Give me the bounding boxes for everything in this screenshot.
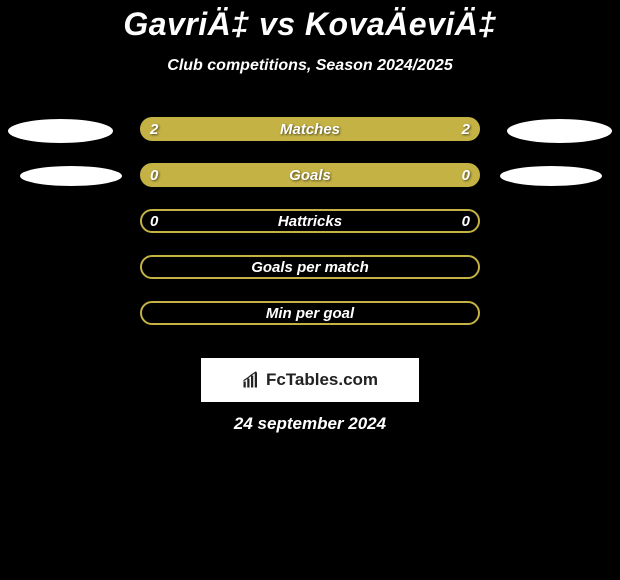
page-title: GavriÄ‡ vs KovaÄeviÄ‡	[0, 6, 620, 43]
stat-rows: Matches22Goals00Hattricks00Goals per mat…	[0, 117, 620, 347]
stat-row: Goals per match	[0, 255, 620, 301]
stat-label: Goals per match	[142, 257, 478, 279]
stat-label: Matches	[142, 119, 478, 141]
date-label: 24 september 2024	[0, 414, 620, 434]
stat-bar: Goals per match	[140, 255, 480, 279]
compare-ellipse-right	[500, 166, 602, 186]
stat-value-right: 2	[462, 119, 470, 141]
stat-value-left: 0	[150, 165, 158, 187]
stat-value-right: 0	[462, 211, 470, 233]
stat-label: Min per goal	[142, 303, 478, 325]
stat-row: Matches2 2	[0, 117, 620, 163]
logo-text: FcTables.com	[266, 370, 378, 390]
stat-bar: Min per goal	[140, 301, 480, 325]
stat-row: Min per goal	[0, 301, 620, 347]
stats-card: GavriÄ‡ vs KovaÄeviÄ‡ Club competitions,…	[0, 6, 620, 347]
stat-row: Hattricks0 0	[0, 209, 620, 255]
chart-icon	[242, 371, 260, 389]
stat-bar: Hattricks0 0	[140, 209, 480, 233]
logo-box[interactable]: FcTables.com	[201, 358, 419, 402]
stat-value-left: 0	[150, 211, 158, 233]
stat-value-right: 0	[462, 165, 470, 187]
page-subtitle: Club competitions, Season 2024/2025	[0, 57, 620, 75]
stat-value-left: 2	[150, 119, 158, 141]
compare-ellipse-left	[8, 119, 113, 143]
stat-bar: Matches2 2	[140, 117, 480, 141]
stat-bar: Goals0 0	[140, 163, 480, 187]
stat-label: Hattricks	[142, 211, 478, 233]
stat-label: Goals	[142, 165, 478, 187]
compare-ellipse-left	[20, 166, 122, 186]
compare-ellipse-right	[507, 119, 612, 143]
stat-row: Goals0 0	[0, 163, 620, 209]
